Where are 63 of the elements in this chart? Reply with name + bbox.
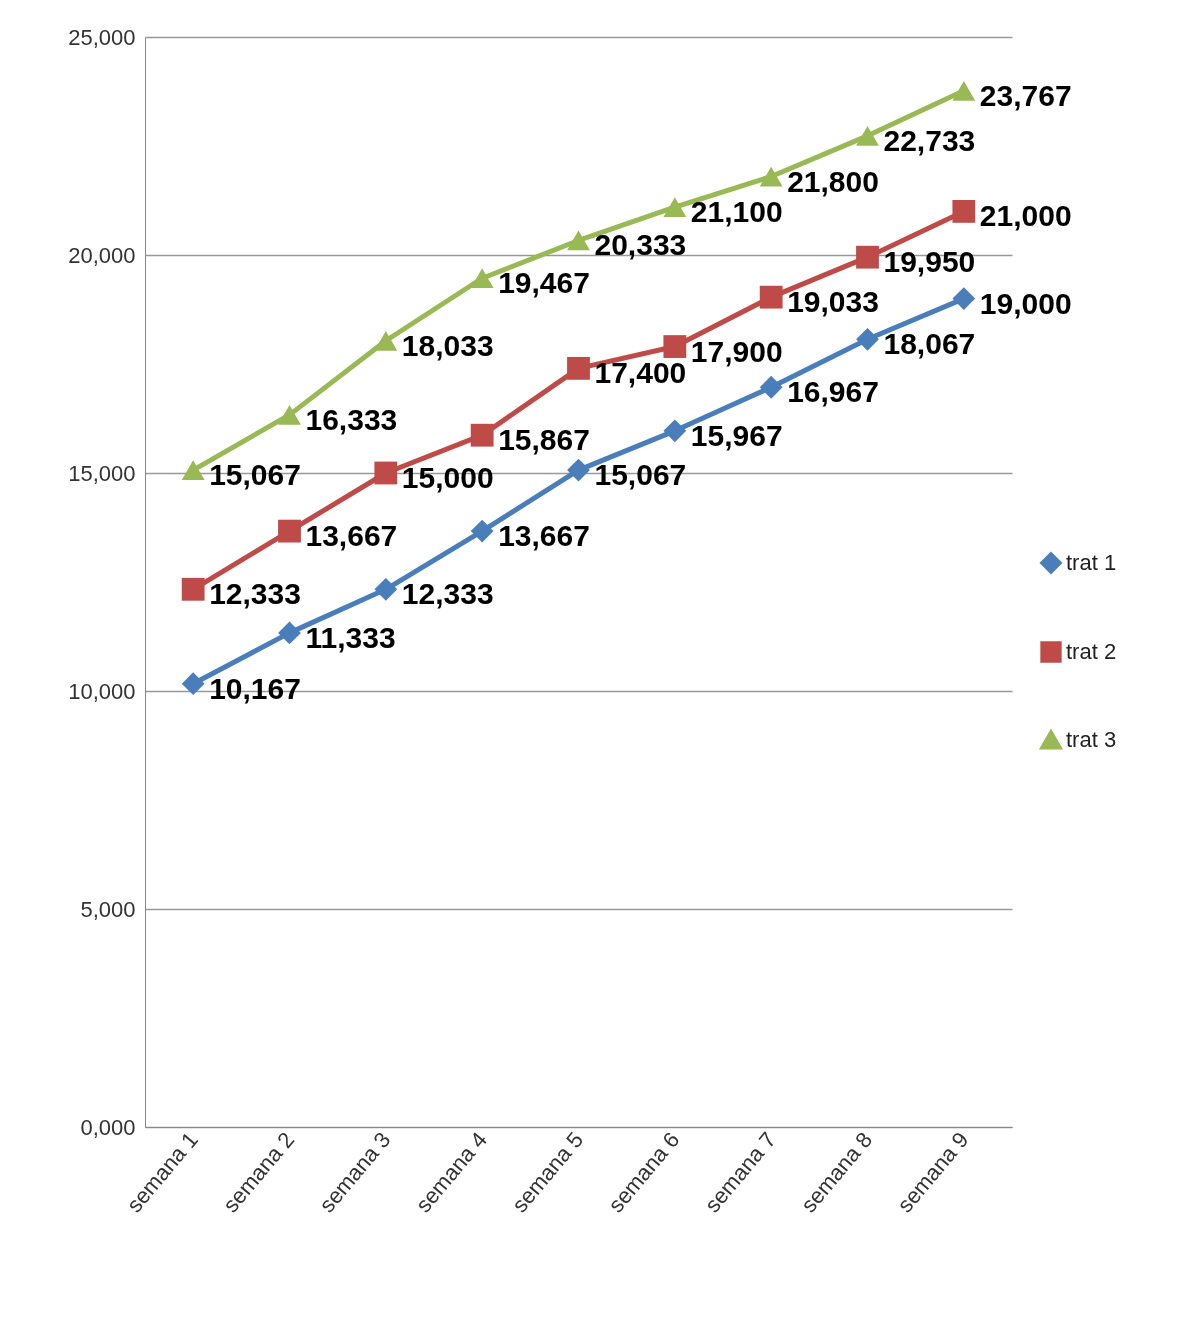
point	[952, 80, 976, 101]
point	[663, 197, 687, 217]
point	[663, 335, 687, 358]
data-label: 12,333	[209, 577, 301, 611]
data-label: 12,333	[401, 577, 494, 611]
point	[952, 200, 976, 223]
point	[856, 327, 879, 351]
y-tick-label: 20,000	[68, 242, 136, 268]
data-label: 22,733	[883, 123, 976, 157]
point	[470, 423, 494, 447]
data-label: 20,333	[594, 228, 687, 262]
data-label: 13,667	[305, 519, 398, 553]
y-tick-label: 15,000	[68, 460, 136, 486]
y-tick-label: 10,000	[68, 678, 136, 704]
point	[374, 461, 398, 485]
data-label: 19,000	[979, 286, 1072, 320]
point	[278, 519, 301, 543]
data-label: 19,033	[787, 285, 879, 319]
point	[759, 375, 783, 399]
data-label: 17,400	[594, 356, 687, 390]
point	[567, 230, 590, 251]
point	[759, 166, 783, 187]
point	[470, 268, 494, 289]
data-label: 19,467	[498, 266, 590, 300]
legend-label: trat 2	[1066, 639, 1117, 664]
data-label: 11,333	[305, 620, 396, 654]
legend-label: trat 1	[1066, 550, 1117, 575]
y-tick-label: 0,000	[80, 1114, 136, 1140]
point	[663, 419, 687, 443]
point	[374, 330, 398, 351]
point	[374, 577, 398, 601]
data-label: 15,867	[498, 423, 590, 457]
point	[470, 519, 494, 543]
data-label: 15,000	[401, 461, 494, 494]
data-label: 15,967	[690, 418, 783, 452]
data-label: 23,767	[979, 78, 1072, 112]
data-label: 16,333	[305, 402, 398, 436]
data-label: 19,950	[883, 245, 976, 279]
data-label: 18,067	[883, 327, 976, 361]
data-label: 17,900	[690, 334, 783, 368]
point	[181, 460, 205, 480]
data-label: 21,800	[787, 164, 879, 198]
point	[278, 405, 301, 425]
point	[759, 285, 783, 309]
point	[856, 245, 879, 269]
y-tick-label: 5,000	[80, 896, 136, 922]
point	[278, 621, 301, 645]
point	[567, 356, 590, 380]
point	[567, 458, 590, 482]
point	[181, 672, 205, 696]
point	[856, 125, 879, 146]
y-tick-label: 25,000	[68, 24, 136, 50]
point	[181, 577, 205, 601]
point	[952, 287, 976, 310]
data-label: 13,667	[498, 519, 590, 553]
legend-label: trat 3	[1066, 727, 1117, 752]
data-label: 21,100	[690, 195, 783, 229]
data-label: 10,167	[209, 671, 301, 705]
data-label: 21,000	[979, 199, 1072, 233]
data-label: 15,067	[594, 458, 687, 492]
data-label: 15,067	[209, 458, 301, 492]
data-label: 18,033	[401, 328, 494, 362]
data-label: 16,967	[787, 375, 879, 409]
